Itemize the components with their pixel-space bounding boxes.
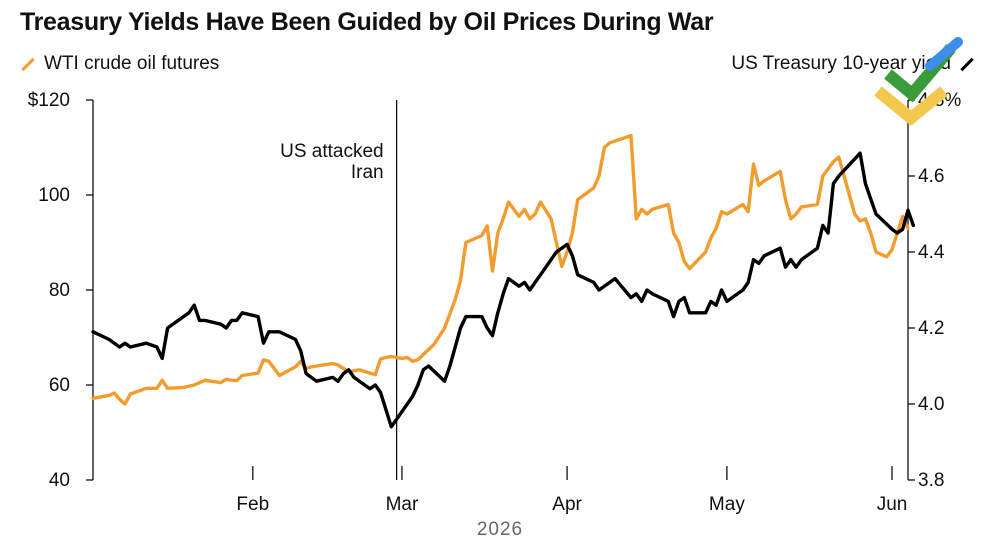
left-tick-label: 100 — [38, 185, 70, 206]
brand-logo-icon — [874, 37, 963, 126]
left-tick-label: 80 — [49, 280, 70, 301]
chart-title: Treasury Yields Have Been Guided by Oil … — [20, 8, 714, 36]
x-tick-label: May — [709, 494, 745, 515]
legend-treasury: US Treasury 10-year yield — [731, 53, 975, 75]
right-tick-label: 4.4 — [918, 242, 945, 263]
legend-oil: WTI crude oil futures — [20, 53, 219, 75]
legend-oil-label: WTI crude oil futures — [44, 53, 220, 74]
x-tick-label: Apr — [552, 494, 582, 515]
series-line-oil — [91, 133, 910, 406]
left-tick-label: 40 — [49, 470, 70, 491]
right-tick-label: 3.8 — [918, 470, 944, 491]
x-tick-label: Feb — [236, 494, 269, 515]
annotation-label-line2: Iran — [351, 162, 384, 183]
x-tick-label: Jun — [877, 494, 908, 515]
right-tick-label: 4.6 — [918, 166, 944, 187]
right-tick-label: 4.0 — [918, 394, 944, 415]
left-tick-label: $120 — [28, 90, 70, 111]
x-tick-label: Mar — [386, 494, 419, 515]
left-tick-label: 60 — [49, 375, 70, 396]
legend-treasury-label: US Treasury 10-year yield — [731, 53, 951, 74]
right-tick-label: 4.2 — [918, 318, 944, 339]
x-year-label: 2026 — [477, 519, 523, 540]
series-lines — [91, 133, 915, 429]
series-line-treasury — [91, 151, 915, 429]
annotation-label-line1: US attacked — [280, 141, 384, 162]
